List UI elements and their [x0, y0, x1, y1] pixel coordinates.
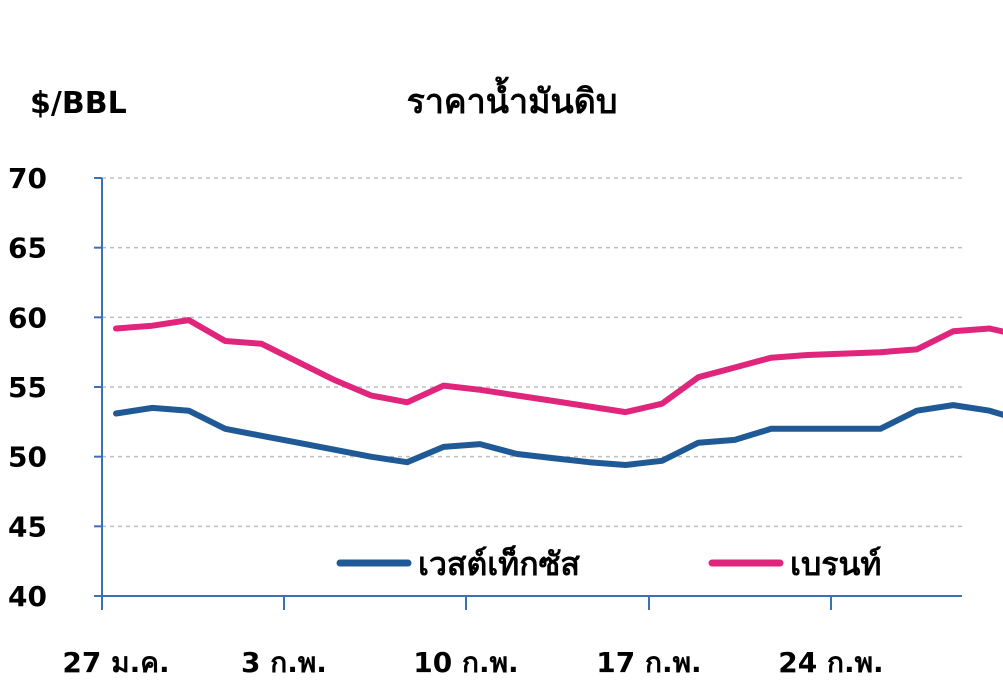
legend: เวสต์เท็กซัส เบรนท์ — [336, 544, 881, 583]
x-tick-label-3: 17 ก.พ. — [596, 646, 701, 679]
y-tick-label-45: 45 — [8, 510, 47, 543]
legend-label-series-2: เบรนท์ — [790, 545, 881, 583]
series-lines — [113, 317, 1003, 468]
x-axis-ticks: 27 ม.ค. 3 ก.พ. 10 ก.พ. 17 ก.พ. 24 ก.พ. — [62, 596, 884, 679]
y-tick-label-50: 50 — [8, 441, 47, 474]
y-tick-label-70: 70 — [8, 162, 47, 195]
y-axis-label: $/BBL — [30, 86, 127, 121]
y-tick-label-55: 55 — [8, 371, 47, 404]
x-tick-label-2: 10 ก.พ. — [413, 646, 518, 679]
chart-title: ราคาน้ำมันดิบ — [407, 76, 618, 122]
series-line-2 — [113, 317, 1003, 416]
y-tick-label-60: 60 — [8, 301, 47, 334]
x-tick-label-1: 3 ก.พ. — [241, 646, 327, 679]
x-tick-label-0: 27 ม.ค. — [62, 646, 169, 679]
legend-label-series-1: เวสต์เท็กซัส — [418, 544, 580, 583]
y-axis-ticks: 40 45 50 55 60 65 70 — [8, 162, 102, 613]
x-tick-label-4: 24 ก.พ. — [778, 646, 883, 679]
y-tick-label-40: 40 — [8, 580, 47, 613]
series-line-1 — [113, 402, 1003, 468]
axes — [95, 178, 962, 597]
y-tick-label-65: 65 — [8, 232, 47, 265]
